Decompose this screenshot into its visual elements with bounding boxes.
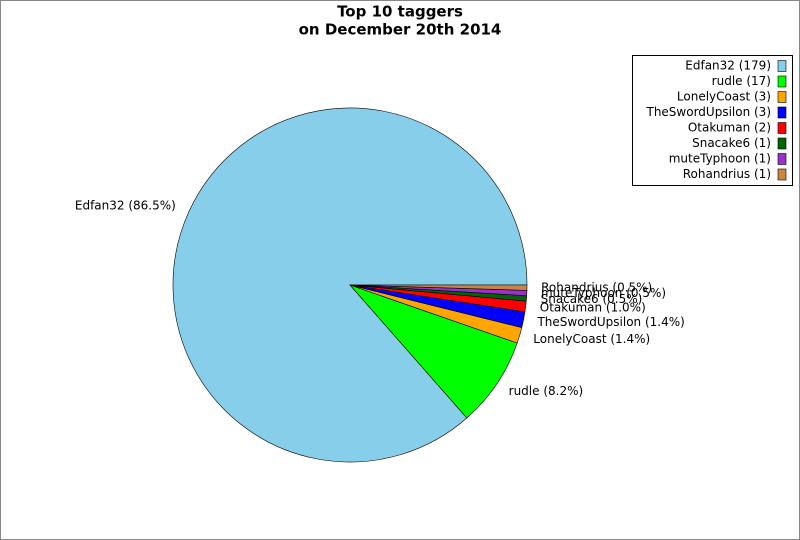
chart-title: Top 10 taggers xyxy=(337,3,463,21)
slice-label: TheSwordUpsilon (1.4%) xyxy=(536,315,684,329)
legend-label: LonelyCoast (3) xyxy=(677,90,771,104)
slice-label: Snacake6 (0.5%) xyxy=(541,292,643,306)
slice-label: LonelyCoast (1.4%) xyxy=(533,332,650,346)
chart-subtitle: on December 20th 2014 xyxy=(299,21,502,39)
legend-label: Rohandrius (1) xyxy=(683,167,771,181)
legend-swatch xyxy=(777,168,787,181)
legend-swatch xyxy=(777,91,787,103)
legend-label: rudle (17) xyxy=(712,74,771,88)
legend-swatch xyxy=(777,75,787,88)
pie-slice xyxy=(349,284,518,419)
slice-label: Otakuman (1.0%) xyxy=(540,301,646,315)
legend-swatch xyxy=(777,60,787,72)
legend-swatch xyxy=(777,153,787,165)
slice-label: muteTyphoon (0.5%) xyxy=(541,286,666,300)
legend-swatch xyxy=(777,137,787,150)
slice-label: Edfan32 (86.5%) xyxy=(75,199,176,213)
legend-label: Snacake6 (1) xyxy=(692,136,771,150)
legend-label: muteTyphoon (1) xyxy=(669,152,771,166)
pie-slice xyxy=(349,284,528,291)
legend-label: TheSwordUpsilon (3) xyxy=(645,105,771,119)
legend-label: Otakuman (2) xyxy=(688,121,771,135)
legend-box xyxy=(632,55,793,186)
legend-swatch xyxy=(777,106,787,119)
legend-swatch xyxy=(777,122,787,134)
slice-label: rudle (8.2%) xyxy=(509,384,584,398)
slice-label: Rohandrius (0.5%) xyxy=(541,280,652,294)
legend-label: Edfan32 (179) xyxy=(685,59,771,73)
